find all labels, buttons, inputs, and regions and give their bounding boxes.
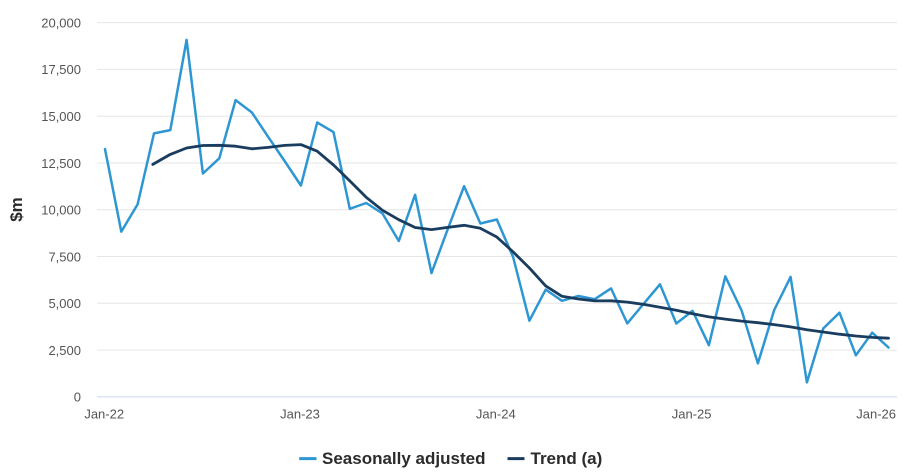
- svg-text:10,000: 10,000: [41, 203, 81, 218]
- svg-text:Jan-26: Jan-26: [856, 407, 896, 422]
- svg-text:Seasonally adjusted: Seasonally adjusted: [322, 449, 485, 468]
- svg-text:$m: $m: [7, 197, 26, 222]
- svg-text:5,000: 5,000: [48, 296, 81, 311]
- svg-text:2,500: 2,500: [48, 343, 81, 358]
- svg-text:Jan-25: Jan-25: [672, 407, 712, 422]
- svg-text:15,000: 15,000: [41, 109, 81, 124]
- svg-text:17,500: 17,500: [41, 62, 81, 77]
- svg-text:7,500: 7,500: [48, 249, 81, 264]
- svg-text:0: 0: [74, 390, 81, 405]
- svg-text:Jan-24: Jan-24: [476, 407, 516, 422]
- svg-text:Trend (a): Trend (a): [531, 449, 603, 468]
- svg-text:Jan-23: Jan-23: [280, 407, 320, 422]
- svg-text:20,000: 20,000: [41, 15, 81, 30]
- svg-text:12,500: 12,500: [41, 156, 81, 171]
- svg-text:Jan-22: Jan-22: [84, 407, 124, 422]
